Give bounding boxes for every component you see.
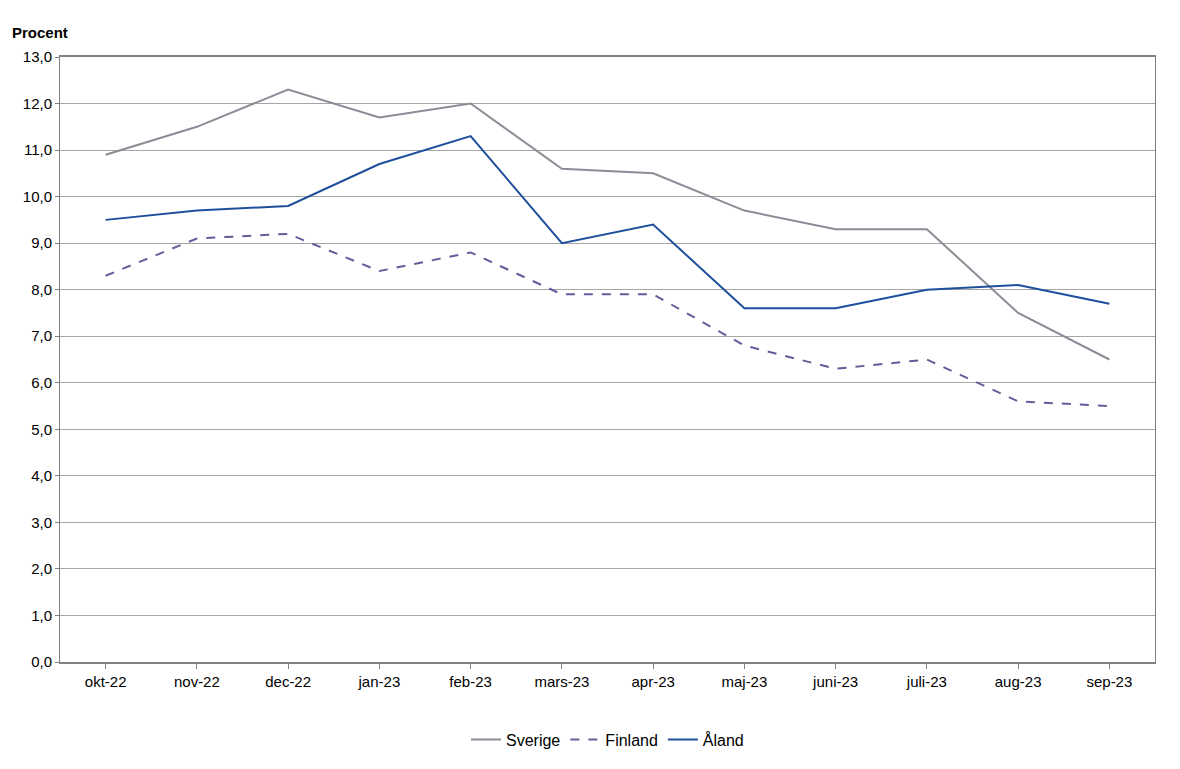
svg-text:13,0: 13,0: [23, 48, 52, 65]
svg-text:Finland: Finland: [605, 732, 657, 749]
svg-text:juli-23: juli-23: [906, 673, 947, 690]
svg-text:Procent: Procent: [12, 24, 68, 41]
svg-text:maj-23: maj-23: [721, 673, 767, 690]
svg-text:9,0: 9,0: [31, 234, 52, 251]
svg-text:8,0: 8,0: [31, 281, 52, 298]
svg-text:10,0: 10,0: [23, 188, 52, 205]
svg-text:4,0: 4,0: [31, 467, 52, 484]
svg-text:okt-22: okt-22: [85, 673, 127, 690]
svg-text:dec-22: dec-22: [265, 673, 311, 690]
svg-text:jan-23: jan-23: [358, 673, 401, 690]
svg-text:juni-23: juni-23: [812, 673, 858, 690]
svg-text:apr-23: apr-23: [631, 673, 674, 690]
svg-text:2,0: 2,0: [31, 560, 52, 577]
svg-text:mars-23: mars-23: [534, 673, 589, 690]
svg-text:0,0: 0,0: [31, 653, 52, 670]
svg-text:nov-22: nov-22: [174, 673, 220, 690]
svg-text:Åland: Åland: [703, 731, 744, 749]
svg-text:11,0: 11,0: [24, 141, 52, 158]
svg-text:6,0: 6,0: [31, 374, 52, 391]
svg-text:12,0: 12,0: [23, 95, 52, 112]
svg-text:Sverige: Sverige: [506, 732, 560, 749]
svg-text:feb-23: feb-23: [449, 673, 492, 690]
svg-text:1,0: 1,0: [31, 607, 52, 624]
svg-text:3,0: 3,0: [31, 514, 52, 531]
svg-text:5,0: 5,0: [31, 421, 52, 438]
svg-text:aug-23: aug-23: [995, 673, 1042, 690]
svg-text:7,0: 7,0: [31, 327, 52, 344]
svg-text:sep-23: sep-23: [1086, 673, 1132, 690]
